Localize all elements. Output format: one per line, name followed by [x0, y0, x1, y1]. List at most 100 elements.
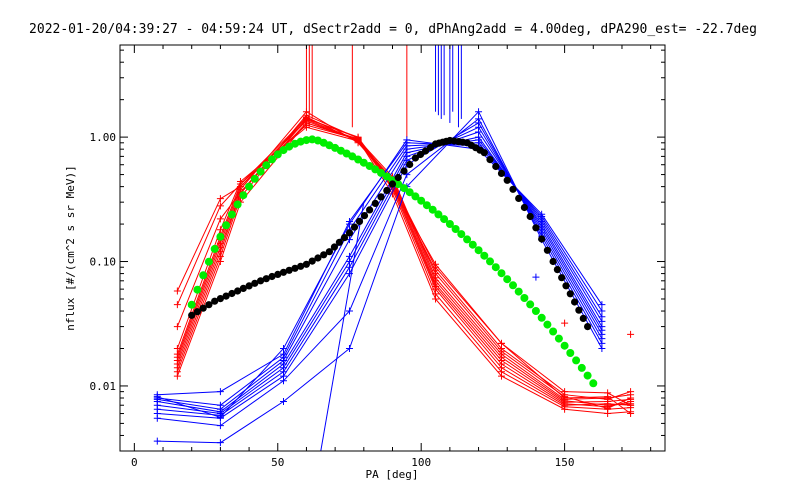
green-curve-point [526, 300, 535, 309]
black-curve-point [350, 223, 359, 231]
black-curve-point [279, 268, 288, 276]
black-curve-point [383, 186, 391, 195]
black-curve-point [245, 282, 253, 290]
blue-dropline [320, 202, 365, 451]
black-curve-point [205, 301, 213, 309]
black-curve-point [558, 274, 566, 282]
x-axis-label: PA [deg] [366, 468, 419, 481]
green-curve-point [273, 150, 282, 159]
black-curve-point [302, 260, 310, 268]
black-curve-point [371, 199, 379, 207]
y-tick-label: 0.01 [90, 380, 117, 393]
blue-point [598, 301, 606, 309]
green-curve-point [457, 230, 466, 239]
red-point [216, 195, 224, 203]
red-point [173, 301, 181, 309]
green-curve-point [250, 174, 259, 183]
green-curve-point [411, 192, 420, 201]
black-curve-point [345, 229, 354, 237]
green-curve-point [216, 232, 225, 241]
blue-point [538, 210, 546, 218]
black-curve-point [211, 297, 219, 305]
black-curve-point [421, 147, 430, 155]
red-point [627, 401, 635, 409]
green-curve-point [566, 349, 575, 357]
black-curve-point [532, 224, 540, 232]
axes: 0 50 100 150 0.01 0.10 1.00 [90, 45, 665, 469]
green-curve-point [227, 210, 236, 219]
green-curve-point [199, 271, 208, 280]
black-curve-point [222, 292, 230, 300]
black-curve-point [515, 194, 523, 202]
black-curve-point [335, 238, 343, 246]
red-point [432, 260, 440, 268]
x-tick-label: 0 [131, 456, 138, 469]
green-curve-point [445, 220, 454, 228]
black-curve-point [400, 167, 408, 175]
green-curve-point [463, 235, 472, 244]
red-point [561, 394, 569, 402]
black-curve-point [571, 298, 579, 306]
x-tick-label: 50 [271, 456, 284, 469]
green-curve-point [486, 257, 494, 266]
blue-point [403, 136, 411, 144]
black-curve-point [584, 323, 592, 331]
black-curve-point [480, 149, 488, 157]
blue-point [345, 344, 353, 352]
black-curve-point [509, 185, 517, 193]
black-curve-point [566, 290, 574, 298]
blue-point [280, 397, 287, 405]
green-curve-point [377, 168, 385, 177]
red-point [627, 388, 635, 396]
blue-point [345, 220, 353, 228]
red-point [216, 226, 224, 234]
green-curve-point [583, 371, 592, 380]
black-curve-point [308, 257, 316, 265]
blue-point [598, 307, 606, 315]
black-curve-point [330, 243, 338, 251]
green-curve-point [560, 341, 569, 350]
black-curve-point [188, 311, 196, 319]
blue-series-line-6 [157, 139, 603, 410]
green-curve-point [577, 363, 586, 372]
green-curve-point [543, 320, 552, 329]
black-curve-point [234, 287, 242, 295]
green-curve-point [193, 285, 202, 294]
green-curve-point [491, 263, 500, 272]
red-point [173, 287, 181, 295]
green-curve-point [428, 205, 437, 214]
black-curve-point [360, 212, 369, 220]
green-curve-point [422, 201, 431, 210]
black-curve-point [199, 304, 207, 312]
black-curve-point [239, 284, 247, 292]
green-curve-point [440, 215, 449, 224]
green-curve-point [474, 246, 483, 255]
green-curve-point [531, 307, 540, 315]
green-curve-point [262, 161, 271, 170]
black-curve-point [366, 206, 374, 214]
black-curve-point [251, 279, 259, 287]
red-point [627, 410, 635, 418]
red-point [302, 116, 310, 124]
green-curve-point [503, 275, 512, 284]
green-curve-point [537, 313, 546, 322]
black-curve-point [268, 272, 276, 281]
black-curve-point [216, 295, 224, 303]
green-curve-point [187, 300, 196, 309]
black-curve-point [394, 173, 402, 182]
y-axis-label: nflux [#/(cm^2 s sr MeV)] [64, 165, 77, 331]
black-curve-point [526, 212, 534, 221]
red-point [173, 344, 181, 352]
black-curve-point [388, 180, 397, 188]
blue-point [216, 401, 224, 409]
blue-point [153, 393, 161, 401]
blue-point [216, 439, 224, 447]
green-curve-point [520, 294, 529, 302]
red-point [604, 404, 612, 412]
green-curve-point [210, 244, 219, 253]
blue-point [216, 388, 224, 396]
green-curve-point [451, 225, 460, 233]
black-curve-point [538, 235, 546, 243]
black-curve-point [262, 275, 270, 283]
x-tick-label: 150 [555, 456, 575, 469]
